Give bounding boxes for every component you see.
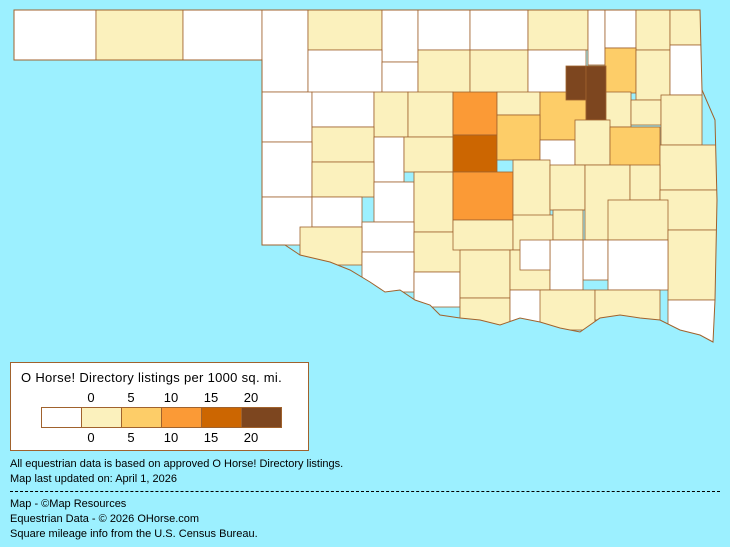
county <box>549 239 584 291</box>
county <box>261 91 313 143</box>
county <box>607 199 669 241</box>
county <box>95 10 184 61</box>
county <box>549 164 586 211</box>
county <box>452 134 498 173</box>
county <box>659 189 717 231</box>
county <box>413 171 454 233</box>
county <box>565 65 587 101</box>
county <box>459 297 511 329</box>
county <box>452 91 498 136</box>
state-outline <box>13 9 718 343</box>
tick-label: 5 <box>127 390 135 405</box>
county <box>552 209 584 241</box>
legend-swatch <box>42 408 82 427</box>
legend-swatch <box>202 408 242 427</box>
county <box>667 229 717 301</box>
county <box>261 141 313 198</box>
county <box>452 219 514 251</box>
county <box>311 91 375 128</box>
county <box>299 226 363 266</box>
tick-label: 15 <box>203 390 219 405</box>
county <box>669 44 703 96</box>
tick-label: 0 <box>87 390 95 405</box>
county <box>452 171 514 221</box>
county <box>585 65 607 121</box>
county <box>630 99 662 126</box>
oklahoma-county-map <box>13 9 718 343</box>
county <box>417 49 471 94</box>
county <box>373 136 405 183</box>
county <box>609 126 661 168</box>
legend-swatch <box>82 408 122 427</box>
county <box>607 239 669 291</box>
county <box>311 161 375 198</box>
county <box>469 49 529 94</box>
county <box>413 271 461 308</box>
county <box>373 91 409 138</box>
legend-swatch <box>242 408 281 427</box>
tick-label: 10 <box>163 430 179 445</box>
map-credit: Map - ©Map Resources <box>10 498 127 510</box>
county <box>669 10 703 46</box>
county <box>635 49 671 101</box>
county <box>667 299 717 342</box>
data-credit: Equestrian Data - © 2026 OHorse.com <box>10 513 200 525</box>
county <box>582 239 609 281</box>
county <box>14 10 97 61</box>
county <box>496 91 541 116</box>
county <box>381 61 419 94</box>
county <box>307 10 383 51</box>
county <box>659 144 717 191</box>
updated-note: Map last updated on: April 1, 2026 <box>10 473 177 485</box>
county <box>629 164 661 201</box>
county <box>381 10 419 63</box>
county <box>539 289 596 331</box>
county <box>373 181 415 223</box>
county <box>361 221 415 253</box>
legend-title: O Horse! Directory listings per 1000 sq.… <box>21 370 283 385</box>
county <box>574 119 611 166</box>
county <box>594 289 661 321</box>
county <box>311 196 363 228</box>
county <box>261 10 309 93</box>
tick-label: 15 <box>203 430 219 445</box>
divider <box>10 491 720 492</box>
legend-swatch <box>122 408 162 427</box>
county <box>459 249 511 299</box>
county <box>604 10 637 49</box>
county <box>361 251 415 293</box>
tick-label: 0 <box>87 430 95 445</box>
census-credit: Square mileage info from the U.S. Census… <box>10 528 258 540</box>
data-note: All equestrian data is based on approved… <box>10 458 344 470</box>
county <box>587 10 606 66</box>
county <box>469 10 529 51</box>
county <box>496 114 541 161</box>
county <box>604 47 637 94</box>
legend-swatch <box>162 408 202 427</box>
county <box>512 159 551 221</box>
tick-label: 10 <box>163 390 179 405</box>
tick-label: 5 <box>127 430 135 445</box>
county <box>182 10 263 61</box>
tick-label: 20 <box>243 430 259 445</box>
tick-label: 20 <box>243 390 259 405</box>
county <box>660 94 703 146</box>
county <box>307 49 383 94</box>
legend-color-scale <box>41 407 282 428</box>
county <box>417 10 471 51</box>
county <box>403 136 454 173</box>
county <box>407 91 454 138</box>
county <box>527 10 589 51</box>
legend: O Horse! Directory listings per 1000 sq.… <box>10 362 309 451</box>
county <box>519 239 551 271</box>
county <box>311 126 375 163</box>
county <box>635 10 671 51</box>
